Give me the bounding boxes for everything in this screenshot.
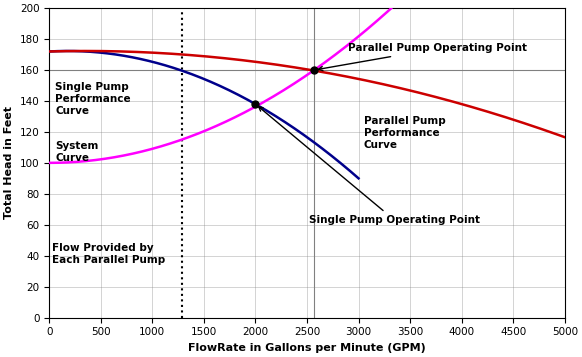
Text: Parallel Pump Operating Point: Parallel Pump Operating Point: [318, 44, 527, 71]
Text: Single Pump Operating Point: Single Pump Operating Point: [259, 107, 480, 225]
Text: Single Pump
Performance
Curve: Single Pump Performance Curve: [55, 82, 131, 116]
Text: System
Curve: System Curve: [55, 141, 99, 163]
X-axis label: FlowRate in Gallons per Minute (GPM): FlowRate in Gallons per Minute (GPM): [188, 343, 426, 353]
Y-axis label: Total Head in Feet: Total Head in Feet: [4, 106, 14, 219]
Text: Parallel Pump
Performance
Curve: Parallel Pump Performance Curve: [364, 116, 445, 150]
Text: Flow Provided by
Each Parallel Pump: Flow Provided by Each Parallel Pump: [52, 243, 165, 265]
